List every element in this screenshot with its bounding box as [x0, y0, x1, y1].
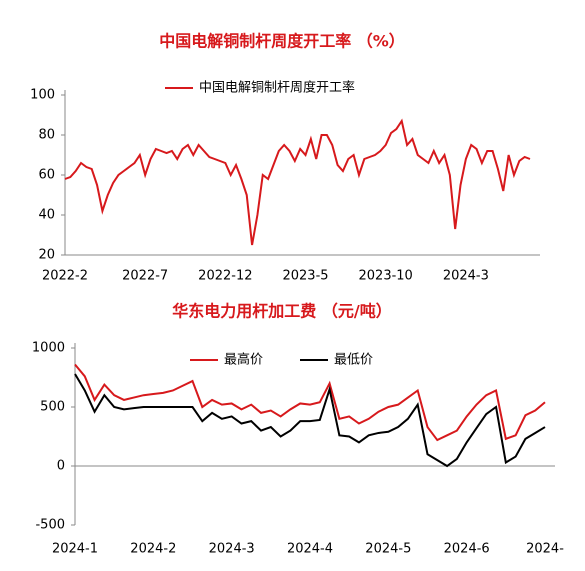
x-tick-label: 2023-5 — [282, 269, 328, 284]
x-tick-label: 2024-1 — [52, 542, 98, 557]
x-tick-label: 2022-2 — [42, 269, 88, 284]
legend-label: 最高价 — [224, 352, 263, 368]
legend-label: 最低价 — [334, 353, 373, 368]
y-tick-label: 500 — [40, 400, 65, 415]
line — [64, 118, 531, 246]
y-tick-label: 1000 — [32, 341, 65, 356]
x-tick-label: 2024- — [526, 542, 564, 557]
x-tick-label: 2022-7 — [122, 269, 168, 284]
x-tick-label: 2022-12 — [198, 269, 252, 284]
x-tick-label: 2024-3 — [209, 542, 255, 557]
x-tick-label: 2024-5 — [365, 542, 411, 557]
y-tick-label: 100 — [30, 88, 55, 103]
x-tick-label: 2024-4 — [287, 542, 333, 557]
y-tick-label: 20 — [38, 248, 55, 263]
chart-title: 中国电解铜制杆周度开工率 （%） — [159, 32, 405, 51]
y-tick-label: 80 — [38, 128, 55, 143]
x-tick-label: 2023-10 — [359, 269, 413, 284]
line — [74, 373, 546, 468]
chart-title: 华东电力用杆加工费 （元/吨） — [172, 302, 391, 321]
y-tick-label: -500 — [35, 518, 65, 533]
x-tick-label: 2024-2 — [130, 542, 176, 557]
legend-label: 中国电解铜制杆周度开工率 — [199, 80, 355, 96]
y-tick-label: 60 — [38, 168, 55, 183]
x-tick-label: 2024-3 — [443, 269, 489, 284]
y-tick-label: 0 — [57, 459, 65, 474]
x-tick-label: 2024-6 — [444, 542, 490, 557]
y-tick-label: 40 — [38, 208, 55, 223]
line — [74, 363, 546, 442]
